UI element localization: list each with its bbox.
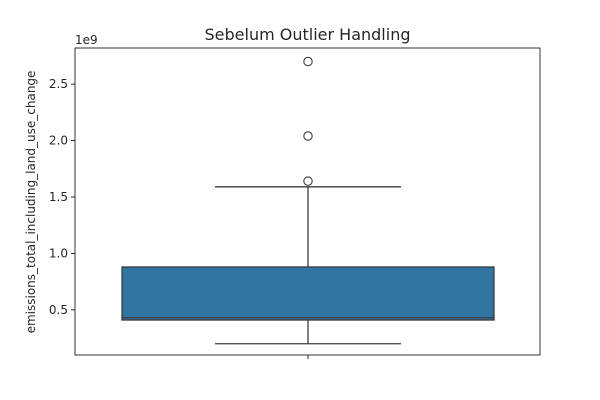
plot-frame — [74, 47, 541, 356]
chart-title: Sebelum Outlier Handling — [205, 25, 411, 44]
y-tick-label: 1.5 — [49, 190, 68, 204]
plot-area: 0.5 1.0 1.5 2.0 2.5 — [49, 47, 541, 359]
outlier-point — [303, 131, 313, 141]
y-axis-label: emissions_total_including_land_use_chang… — [24, 71, 38, 334]
iqr-box — [121, 266, 495, 321]
y-tick-label: 2.5 — [49, 77, 68, 91]
y-tick-label: 2.0 — [49, 134, 68, 148]
outlier-point — [303, 56, 313, 67]
y-tick-label: 0.5 — [49, 303, 68, 317]
outlier-point — [303, 176, 313, 186]
y-axis-scale-label: 1e9 — [75, 33, 98, 47]
y-tick-label: 1.0 — [49, 246, 68, 260]
